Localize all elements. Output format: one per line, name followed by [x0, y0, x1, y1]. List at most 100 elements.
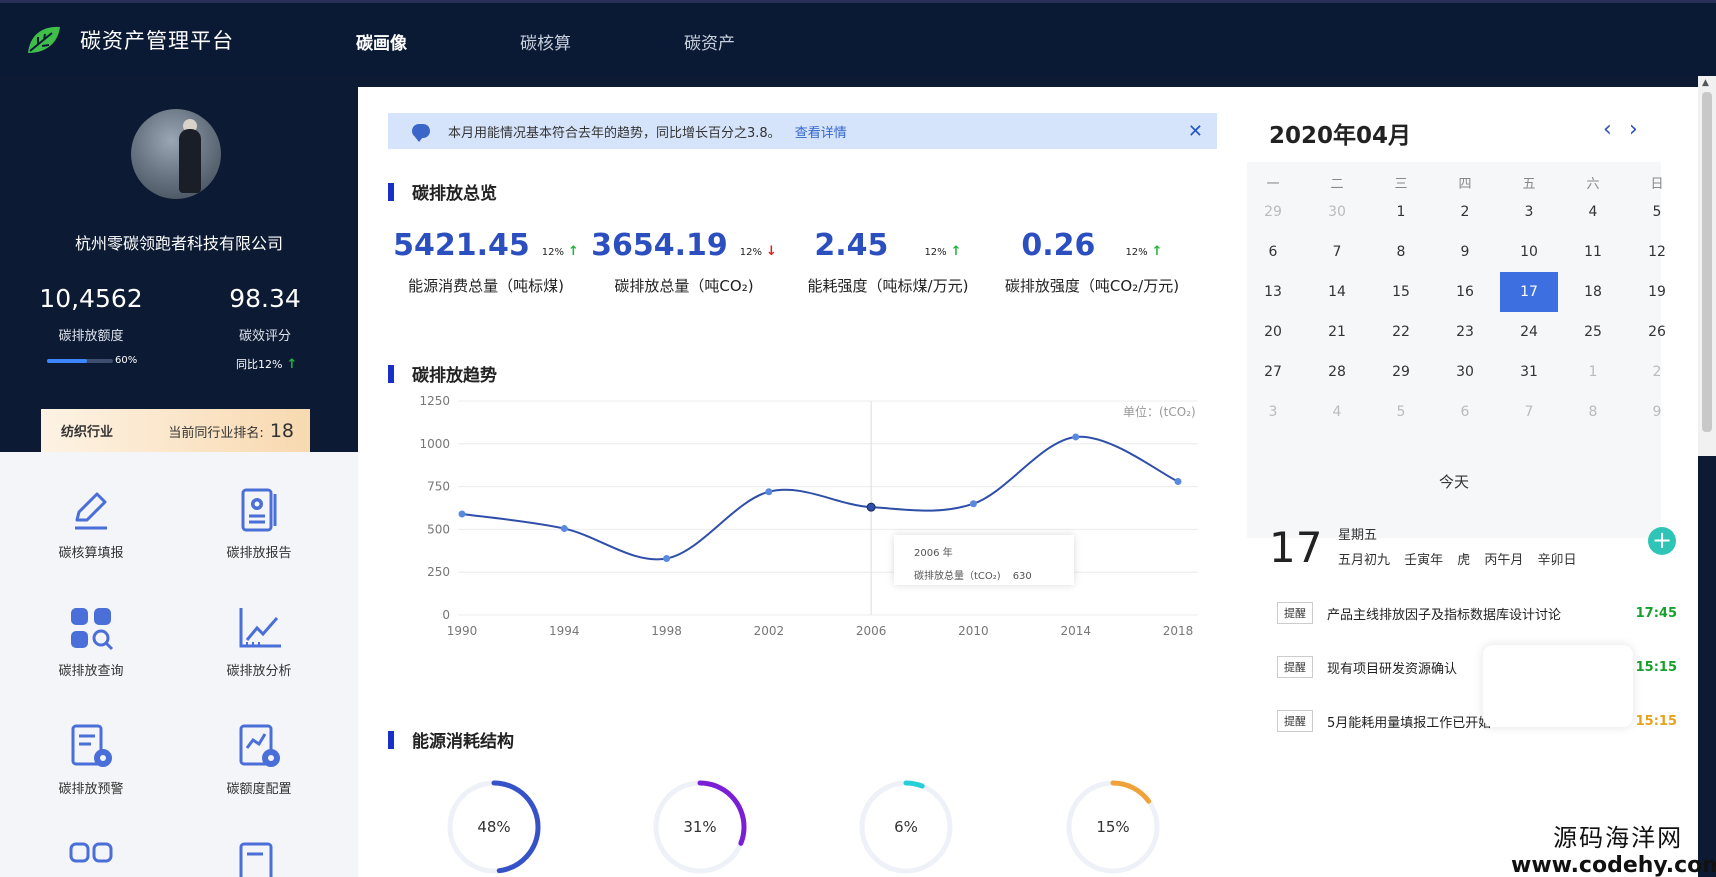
calendar-day[interactable]: 2: [1652, 364, 1662, 380]
score-stat: 98.34 碳效评分: [180, 284, 350, 344]
scrollbar[interactable]: ▲: [1698, 76, 1716, 456]
tooltip-year: 2006 年: [914, 548, 953, 559]
calendar-day[interactable]: 11: [1584, 244, 1602, 260]
menu-item-quota-config[interactable]: 碳额度配置: [194, 722, 324, 797]
calendar-day[interactable]: 8: [1396, 244, 1406, 260]
kpi-label: 能耗强度（吨标煤/万元): [807, 277, 969, 295]
calendar-day[interactable]: 3: [1268, 404, 1278, 420]
calendar-day[interactable]: 27: [1264, 364, 1282, 380]
kpi-label: 能源消费总量（吨标煤): [408, 277, 564, 295]
emission-trend-chart[interactable]: 0 250 500 750 1000 1250 1990 1994 1998 2002 2006 20…: [378, 379, 1218, 679]
kpi-value: 5421.45: [393, 228, 530, 263]
calendar-day[interactable]: 7: [1524, 404, 1534, 420]
y-tick-label: 500: [427, 522, 450, 536]
data-point[interactable]: [663, 555, 671, 563]
scrollbar-thumb[interactable]: [1702, 92, 1712, 432]
data-point[interactable]: [866, 502, 876, 512]
energy-ring-2: 31%: [648, 775, 752, 877]
calendar-day[interactable]: 3: [1524, 204, 1534, 220]
calendar-day[interactable]: 1: [1588, 364, 1598, 380]
calendar-day[interactable]: 29: [1392, 364, 1410, 380]
weekday-header: 五: [1522, 176, 1536, 192]
calendar-day[interactable]: 23: [1456, 324, 1474, 340]
data-point[interactable]: [1072, 433, 1080, 441]
close-icon[interactable]: ✕: [1187, 121, 1203, 142]
calendar-day[interactable]: 31: [1520, 364, 1538, 380]
data-point[interactable]: [969, 500, 977, 508]
weekday-header: 四: [1458, 176, 1472, 192]
today-button[interactable]: 今天: [1438, 473, 1469, 491]
calendar-day[interactable]: 28: [1328, 364, 1346, 380]
calendar-day[interactable]: 21: [1328, 324, 1346, 340]
industry-name: 纺织行业: [61, 425, 114, 440]
calendar-day[interactable]: 18: [1584, 284, 1602, 300]
calendar-day[interactable]: 9: [1460, 244, 1470, 260]
calendar-day[interactable]: 12: [1648, 244, 1666, 260]
notice-detail-link[interactable]: 查看详情: [794, 125, 847, 141]
calendar-day[interactable]: 17: [1500, 272, 1558, 312]
calendar-day[interactable]: 13: [1264, 284, 1282, 300]
data-point[interactable]: [765, 488, 773, 496]
calendar-day[interactable]: 4: [1588, 204, 1598, 220]
floating-popup[interactable]: [1483, 645, 1633, 727]
arrow-up-icon: ↑: [1151, 244, 1163, 259]
calendar-day[interactable]: 30: [1456, 364, 1474, 380]
menu-item-emission-analysis[interactable]: 碳排放分析: [194, 604, 324, 679]
data-point[interactable]: [458, 510, 466, 518]
calendar-day[interactable]: 8: [1588, 404, 1598, 420]
brand[interactable]: 碳资产管理平台: [24, 23, 234, 57]
nav-tab-carbon-assets[interactable]: 碳资产: [684, 34, 735, 54]
calendar-day[interactable]: 5: [1396, 404, 1406, 420]
warning-icon: [71, 724, 112, 767]
calendar-day[interactable]: 24: [1520, 324, 1538, 340]
calendar-day[interactable]: 9: [1652, 404, 1662, 420]
data-point[interactable]: [1174, 477, 1182, 485]
calendar-day[interactable]: 4: [1332, 404, 1342, 420]
menu-item-more-1[interactable]: [26, 840, 156, 877]
calendar-day[interactable]: 20: [1264, 324, 1282, 340]
menu-item-emission-query[interactable]: 碳排放查询: [26, 604, 156, 679]
top-bar: 碳资产管理平台 碳画像 碳核算 碳资产: [0, 0, 1716, 76]
calendar-day[interactable]: 30: [1328, 204, 1346, 220]
kpi-value: 0.26: [1021, 228, 1096, 263]
calendar-day[interactable]: 6: [1460, 404, 1470, 420]
calendar-day[interactable]: 26: [1648, 324, 1666, 340]
nav-tab-carbon-accounting[interactable]: 碳核算: [520, 34, 571, 54]
calendar-day[interactable]: 1: [1396, 204, 1406, 220]
reminder-item[interactable]: 提醒 现有项目研发资源确认 15:15: [1277, 656, 1677, 678]
trend-section-title: 碳排放趋势: [388, 361, 497, 386]
calendar-day[interactable]: 29: [1264, 204, 1282, 220]
calendar-day[interactable]: 19: [1648, 284, 1666, 300]
reminder-item[interactable]: 提醒 产品主线排放因子及指标数据库设计讨论 17:45: [1277, 602, 1677, 624]
weekday-header: 二: [1330, 176, 1344, 192]
watermark-line1: 源码海洋网: [1553, 824, 1684, 852]
calendar-day[interactable]: 16: [1456, 284, 1474, 300]
tooltip-series: 碳排放总量（tCO₂): [914, 571, 1001, 582]
menu-item-emission-warning[interactable]: 碳排放预警: [26, 722, 156, 797]
avatar[interactable]: [131, 109, 221, 199]
quota-label: 碳排放额度: [58, 329, 124, 344]
add-reminder-button[interactable]: +: [1648, 527, 1676, 555]
reminder-item[interactable]: 提醒 5月能耗用量填报工作已开始 15:15: [1277, 710, 1677, 732]
calendar-day[interactable]: 22: [1392, 324, 1410, 340]
chevron-left-icon[interactable]: ‹: [1603, 117, 1612, 142]
calendar-day[interactable]: 6: [1268, 244, 1278, 260]
edit-icon: [75, 492, 107, 530]
menu-item-more-2[interactable]: [194, 840, 324, 877]
kpi-emission-intensity: 0.26 12% ↑ 碳排放强度（吨CO₂/万元): [994, 228, 1190, 296]
selected-day-number: 17: [1269, 523, 1323, 572]
calendar-day[interactable]: 10: [1520, 244, 1538, 260]
calendar-day[interactable]: 2: [1460, 204, 1470, 220]
calendar-day[interactable]: 5: [1652, 204, 1662, 220]
calendar-day[interactable]: 14: [1328, 284, 1346, 300]
calendar-day[interactable]: 7: [1332, 244, 1342, 260]
chevron-right-icon[interactable]: ›: [1629, 117, 1638, 142]
menu-item-emission-report[interactable]: 碳排放报告: [194, 486, 324, 561]
data-point[interactable]: [560, 525, 568, 533]
scroll-up-icon[interactable]: ▲: [1702, 78, 1709, 88]
menu-item-accounting-fill[interactable]: 碳核算填报: [26, 486, 156, 561]
calendar-day[interactable]: 25: [1584, 324, 1602, 340]
nav-tab-carbon-profile[interactable]: 碳画像: [356, 34, 407, 54]
calendar-day[interactable]: 15: [1392, 284, 1410, 300]
quota-progress-bar: [47, 359, 113, 363]
